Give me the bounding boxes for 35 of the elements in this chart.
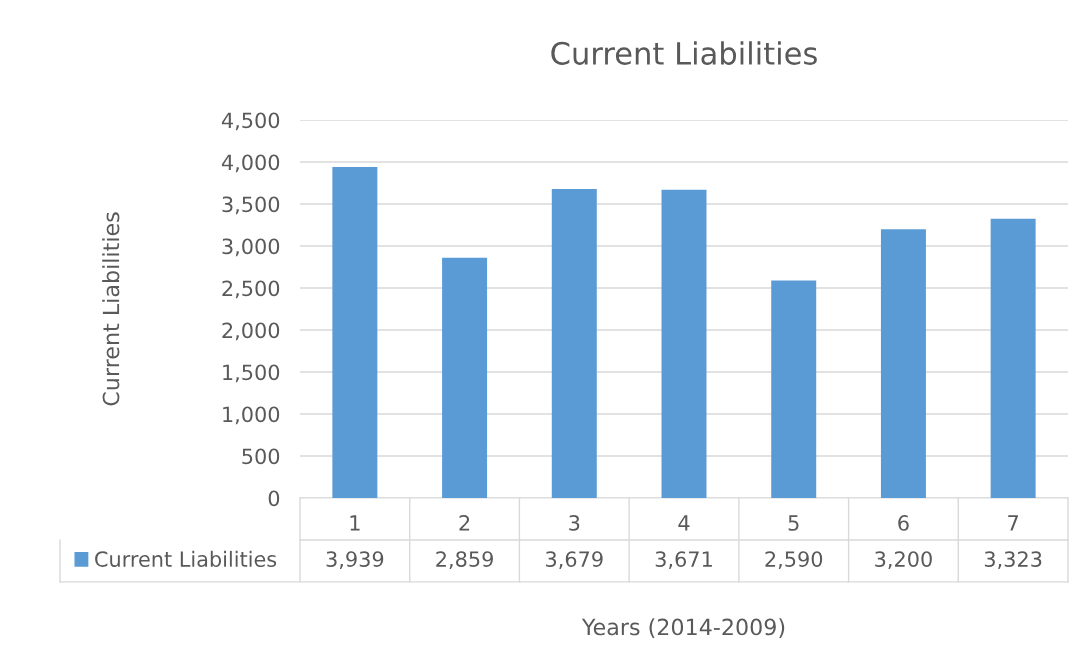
y-tick-label: 3,500 xyxy=(222,196,280,215)
x-tick-label: 1 xyxy=(350,515,360,531)
bar xyxy=(990,218,1036,498)
x-tick-label: 6 xyxy=(898,515,909,531)
x-axis-title: Years (2014-2009) xyxy=(581,618,785,638)
y-tick-label: 3,000 xyxy=(222,238,280,257)
x-tick-label: 5 xyxy=(788,515,799,531)
x-tick-label: 3 xyxy=(569,515,580,531)
y-tick-label: 500 xyxy=(242,448,280,465)
bar xyxy=(332,167,378,498)
y-tick-label: 4,500 xyxy=(221,112,280,131)
data-label: 3,200 xyxy=(875,551,932,570)
y-tick-label: 2,500 xyxy=(222,280,280,299)
data-label: 2,859 xyxy=(436,551,493,570)
y-tick-label: 2,000 xyxy=(222,322,280,341)
y-tick-label: 1,500 xyxy=(223,364,280,383)
y-tick-label: 0 xyxy=(268,490,280,507)
data-label: 3,939 xyxy=(326,551,384,570)
bar xyxy=(771,280,817,498)
bar xyxy=(442,257,488,498)
chart-title: Current Liabilities xyxy=(551,41,817,65)
bar xyxy=(661,189,707,498)
bar xyxy=(551,188,597,498)
x-tick-label: 4 xyxy=(678,515,690,531)
bar xyxy=(880,229,926,498)
x-tick-label: 2 xyxy=(459,515,470,531)
y-axis-title: Current Liabilities xyxy=(102,212,120,406)
data-label: 3,323 xyxy=(984,551,1042,570)
x-tick-label: 7 xyxy=(1008,515,1018,531)
y-tick-label: 4,000 xyxy=(221,154,280,173)
data-label: 3,671 xyxy=(655,551,712,570)
legend-label: Current Liabilities xyxy=(95,550,277,567)
data-label: 2,590 xyxy=(765,551,823,570)
data-label: 3,679 xyxy=(546,551,603,570)
y-tick-label: 1,000 xyxy=(223,406,280,425)
